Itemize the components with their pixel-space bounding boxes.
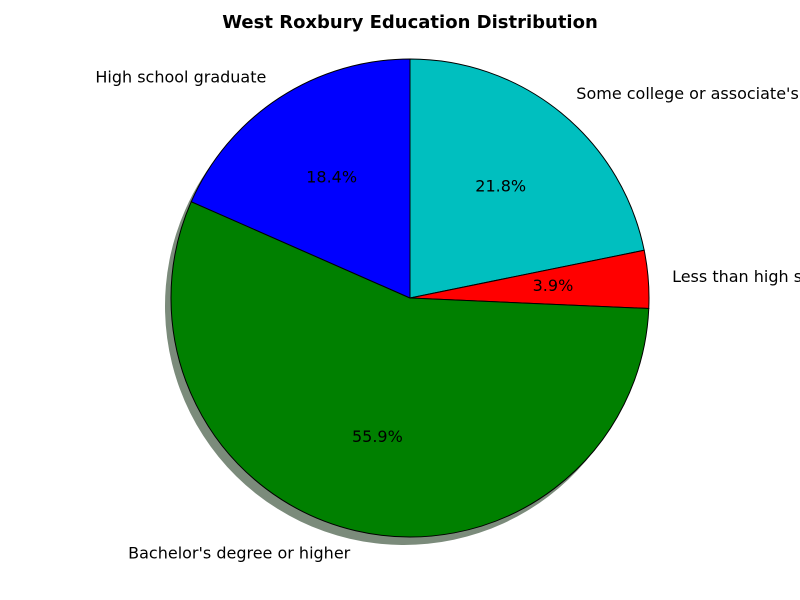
pie-labels: 21.8% Some college or associate's degree 3… <box>95 67 800 562</box>
slice-percent-some-college-or-associate-s-degree: 21.8% <box>475 176 526 195</box>
slice-percent-bachelor-s-degree-or-higher: 55.9% <box>352 427 403 446</box>
slice-label-high-school-graduate: High school graduate <box>95 67 266 86</box>
pie-slice-some-college-or-associate-s-degree <box>409 58 645 299</box>
pie-slices <box>170 58 650 538</box>
slice-percent-high-school-graduate: 18.4% <box>306 167 357 186</box>
pie-slice-bachelor-s-degree-or-higher <box>170 201 650 538</box>
slice-percent-less-than-high-school: 3.9% <box>533 276 574 295</box>
slice-label-some-college-or-associate-s-degree: Some college or associate's degree <box>576 84 800 103</box>
slice-label-less-than-high-school: Less than high school <box>672 267 800 286</box>
chart-title: West Roxbury Education Distribution <box>222 12 598 33</box>
pie-slice-high-school-graduate <box>190 58 411 299</box>
slice-label-bachelor-s-degree-or-higher: Bachelor's degree or higher <box>128 544 351 563</box>
